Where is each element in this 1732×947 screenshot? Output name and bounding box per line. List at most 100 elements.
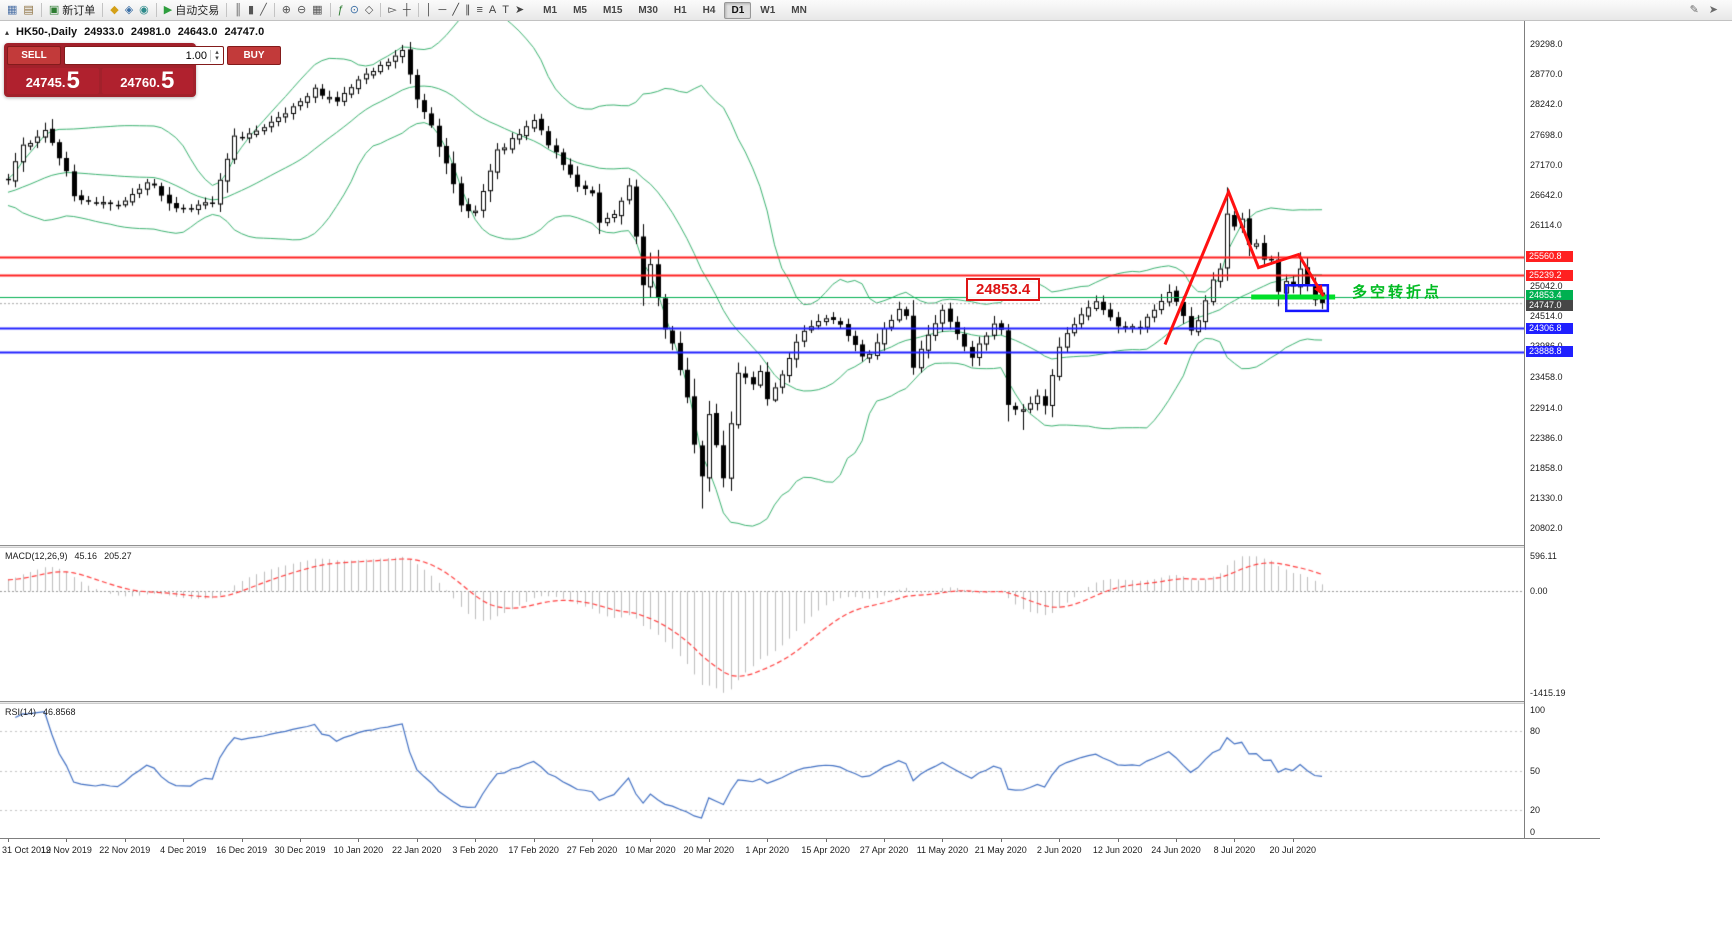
trendline-icon[interactable]: ╱ (449, 1, 462, 19)
fibonacci-icon[interactable]: ≡ (473, 1, 485, 19)
cursor-icon[interactable]: ▻ (385, 1, 399, 19)
price-axis-label: 24514.0 (1530, 311, 1563, 322)
time-axis-tick (475, 839, 477, 842)
toolbar-separator (226, 3, 228, 17)
candlestick-chart-icon[interactable]: ▮ (245, 1, 257, 19)
zoom-out-icon[interactable]: ⊖ (294, 1, 309, 19)
autotrading-button[interactable]: ▶ 自动交易 (161, 1, 222, 19)
time-axis[interactable]: 31 Oct 2019 12 Nov 2019 22 Nov 2019 4 Dec 2… (0, 838, 1600, 860)
toolbar-separator (380, 3, 382, 17)
new-chart-icon[interactable]: ▦ (4, 1, 20, 19)
tile-windows-icon[interactable]: ▦ (309, 1, 325, 19)
date-axis-label: 20 Mar 2020 (683, 845, 735, 855)
volume-input[interactable] (65, 49, 210, 62)
time-axis-tick (1000, 839, 1002, 842)
timeframe-button-mn[interactable]: MN (791, 4, 807, 16)
price-axis-label: 23986.0 (1530, 341, 1563, 351)
level-annotation-box[interactable]: 24853.4 (966, 278, 1041, 301)
price-axis-label: 23458.0 (1530, 371, 1563, 382)
objects-icon[interactable]: ◇ (362, 1, 376, 19)
price-axis-label: 21330.0 (1530, 492, 1563, 503)
indicators-icon[interactable]: ƒ (335, 1, 347, 19)
timeframe-button-m5[interactable]: M5 (573, 4, 587, 16)
current-price-tag: 24747.0 (1526, 299, 1573, 311)
volume-down-arrow[interactable]: ▾ (215, 54, 219, 62)
macd-value-signal: 205.27 (104, 551, 132, 561)
price-axis[interactable]: 29298.0 28770.0 28242.0 27698.0 27170.0 26642… (1524, 21, 1600, 838)
time-axis-tick (416, 839, 418, 842)
time-axis-tick (300, 839, 301, 842)
timeframe-button-m1[interactable]: M1 (543, 4, 558, 16)
new-order-button-glyph: ▣ (48, 4, 60, 16)
one-click-collapse-arrow[interactable]: ▴ (5, 27, 10, 37)
horizontal-line-icon[interactable]: ─ (436, 1, 450, 19)
date-axis-label: 10 Mar 2020 (625, 845, 676, 855)
date-axis-label: 27 Feb 2020 (566, 845, 618, 855)
rsi-axis-label: 80 (1530, 725, 1541, 736)
price-chart-canvas[interactable] (0, 21, 1524, 838)
zoom-in-icon[interactable]: ⊕ (279, 1, 294, 19)
buy-button[interactable]: BUY (227, 46, 281, 65)
profiles-icon[interactable]: ▤ (20, 1, 36, 19)
time-axis-tick (1234, 839, 1236, 842)
timeframe-button-h4[interactable]: H4 (702, 4, 716, 16)
date-axis-label: 17 Feb 2020 (508, 845, 559, 855)
date-axis-label: 12 Jun 2020 (1092, 845, 1143, 855)
timeframe-group: M1 M5 M15 M30 H1 H4 D1 W1 MN (535, 1, 815, 19)
time-axis-tick (942, 839, 944, 842)
line-price-tag: 23888.8 (1526, 346, 1573, 358)
panel-separator-macd[interactable] (0, 545, 1600, 548)
pointer-icon[interactable]: ➤ (1708, 4, 1718, 16)
time-axis-tick (708, 839, 710, 842)
turning-point-label[interactable]: 多空转折点 (1352, 284, 1443, 301)
rsi-axis-label: 20 (1530, 805, 1541, 816)
rsi-axis-label: 50 (1530, 765, 1541, 776)
macd-value-main: 45.16 (74, 551, 98, 561)
new-order-button[interactable]: ▣ 新订单 (46, 1, 98, 19)
timeframe-button-m30[interactable]: M30 (638, 4, 658, 16)
indicators-icon-glyph: ƒ (337, 4, 344, 16)
volume-up-arrow[interactable]: ▴ (215, 48, 219, 56)
arrows-icon[interactable]: ➤ (512, 1, 527, 19)
candlestick-chart-icon-glyph: ▮ (248, 4, 255, 16)
quote-open: 24933.0 (84, 26, 124, 38)
buy-price-display[interactable]: 24760. 5 (101, 68, 193, 94)
label-icon[interactable]: T (499, 1, 512, 19)
timeframe-button-m15[interactable]: M15 (602, 4, 623, 16)
vertical-line-icon[interactable]: │ (423, 1, 436, 19)
horizontal-line-icon-glyph: ─ (438, 4, 447, 16)
line-price-tag: 24853.4 (1526, 289, 1573, 301)
panel-separator-rsi[interactable] (0, 701, 1600, 704)
timeframe-button-d1[interactable]: D1 (724, 1, 752, 19)
date-axis-label: 21 May 2020 (974, 845, 1027, 855)
timeframe-button-h1[interactable]: H1 (673, 4, 687, 16)
quote-line: ▴ HK50-,Daily 24933.0 24981.0 24643.0 24… (5, 26, 264, 38)
navigator-icon[interactable]: ◉ (136, 1, 152, 19)
data-window-icon[interactable]: ◈ (122, 1, 136, 19)
bar-chart-icon[interactable]: ║ (231, 1, 245, 19)
toolbar-separator (417, 3, 419, 17)
crosshair-icon[interactable]: ┼ (400, 1, 414, 19)
time-axis-tick (1292, 839, 1294, 842)
quote-high: 24981.0 (130, 26, 171, 38)
zoom-out-icon-glyph: ⊖ (296, 4, 307, 16)
date-axis-label: 22 Nov 2019 (99, 845, 151, 855)
text-icon[interactable]: A (486, 1, 499, 19)
timeframe-button-w1[interactable]: W1 (760, 4, 776, 16)
symbol-period-label: HK50-,Daily (16, 26, 78, 38)
macd-name: MACD(12,26,9) (5, 551, 68, 561)
time-axis-tick (767, 839, 769, 842)
new-order-button-label: 新订单 (62, 5, 96, 17)
market-watch-icon[interactable]: ◆ (107, 1, 121, 19)
pencil-icon[interactable]: ✎ (1689, 4, 1699, 16)
price-axis-label: 22914.0 (1530, 402, 1563, 413)
price-axis-label: 22386.0 (1530, 432, 1563, 443)
cycles-icon[interactable]: ⊙ (347, 1, 362, 19)
bar-chart-icon-glyph: ║ (234, 4, 243, 16)
sell-price-big-digit: 5 (66, 67, 80, 94)
rsi-axis-label: 0 (1530, 827, 1536, 837)
sell-button[interactable]: SELL (7, 46, 61, 65)
line-chart-icon[interactable]: ╱ (257, 1, 270, 19)
sell-price-display[interactable]: 24745. 5 (7, 68, 99, 94)
channel-icon[interactable]: ∥ (462, 1, 474, 19)
